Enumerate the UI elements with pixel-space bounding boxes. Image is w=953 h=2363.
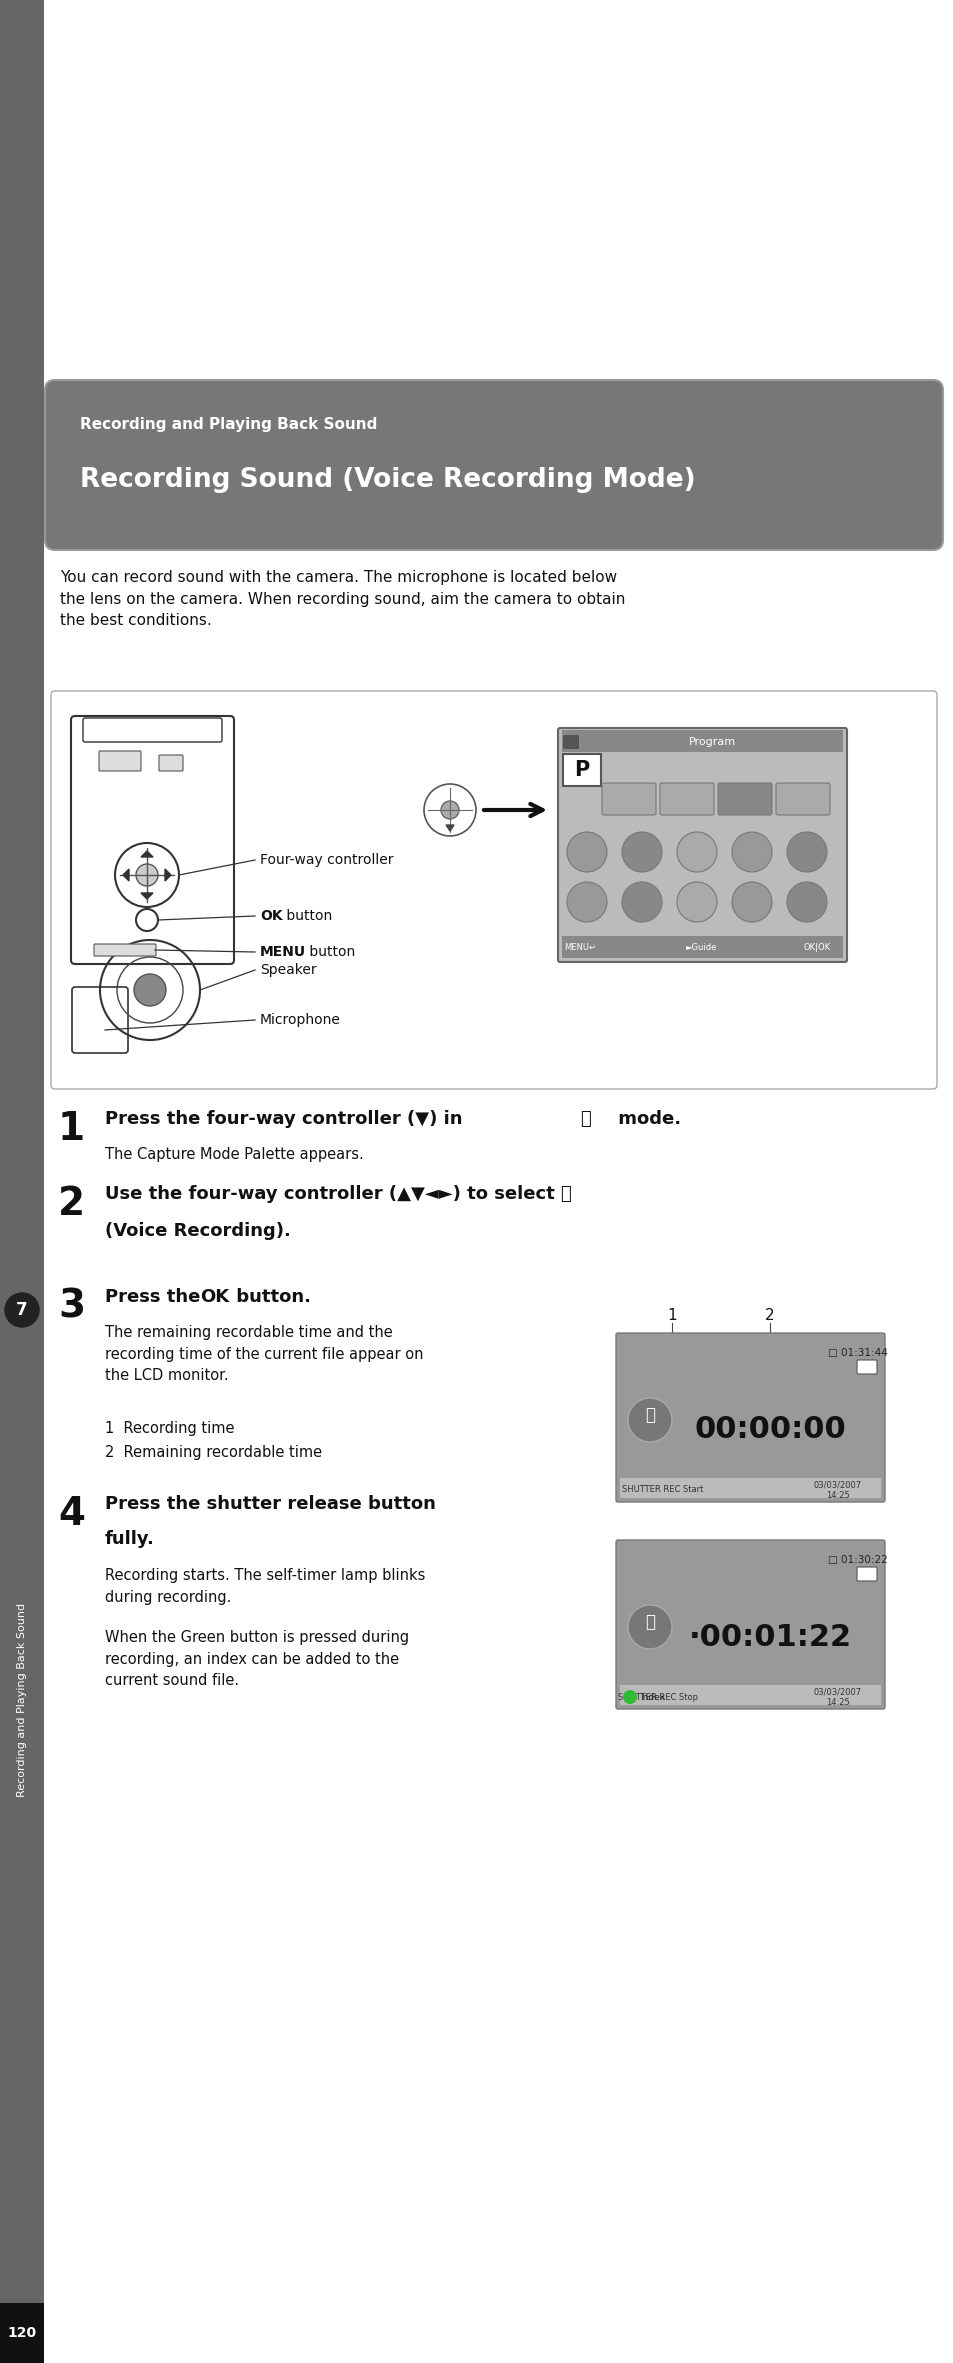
Text: 03/03/2007
14:25: 03/03/2007 14:25: [813, 1479, 862, 1501]
FancyBboxPatch shape: [856, 1567, 876, 1581]
FancyBboxPatch shape: [856, 1361, 876, 1373]
Text: 2  Remaining recordable time: 2 Remaining recordable time: [105, 1446, 322, 1460]
Text: Press the: Press the: [105, 1288, 207, 1307]
Text: You can record sound with the camera. The microphone is located below
the lens o: You can record sound with the camera. Th…: [60, 569, 625, 629]
Text: 1: 1: [666, 1307, 676, 1323]
Circle shape: [133, 974, 166, 1007]
Text: Recording and Playing Back Sound: Recording and Playing Back Sound: [17, 1602, 27, 1798]
FancyBboxPatch shape: [45, 380, 942, 551]
Text: Index: Index: [639, 1692, 665, 1701]
Text: MENU↵: MENU↵: [563, 943, 596, 952]
Circle shape: [136, 910, 158, 931]
Polygon shape: [123, 870, 129, 881]
Text: □ 01:31:44: □ 01:31:44: [827, 1347, 887, 1359]
Text: 🎤: 🎤: [644, 1406, 655, 1425]
Text: 1: 1: [58, 1111, 85, 1148]
Text: OK|OK: OK|OK: [802, 943, 830, 952]
FancyBboxPatch shape: [0, 0, 44, 2363]
FancyBboxPatch shape: [619, 1685, 880, 1706]
FancyBboxPatch shape: [616, 1333, 884, 1503]
Text: ►Guide: ►Guide: [685, 943, 717, 952]
Text: 03/03/2007
14:25: 03/03/2007 14:25: [813, 1687, 862, 1706]
Text: 3: 3: [58, 1288, 85, 1326]
Text: Recording and Playing Back Sound: Recording and Playing Back Sound: [80, 418, 377, 432]
Text: 1  Recording time: 1 Recording time: [105, 1420, 234, 1437]
Text: Speaker: Speaker: [260, 964, 316, 976]
Circle shape: [731, 832, 771, 872]
Circle shape: [731, 881, 771, 922]
FancyBboxPatch shape: [616, 1541, 884, 1708]
Text: 2: 2: [764, 1307, 774, 1323]
Text: 120: 120: [8, 2325, 36, 2339]
Circle shape: [566, 881, 606, 922]
FancyBboxPatch shape: [83, 718, 222, 742]
Text: MENU: MENU: [260, 945, 306, 959]
Circle shape: [566, 832, 606, 872]
FancyBboxPatch shape: [558, 728, 846, 962]
Circle shape: [136, 865, 158, 886]
Text: SHUTTER REC Stop: SHUTTER REC Stop: [618, 1692, 698, 1701]
FancyBboxPatch shape: [159, 756, 183, 770]
Text: Program: Program: [688, 737, 735, 747]
Text: Press the four-way controller (▼) in: Press the four-way controller (▼) in: [105, 1111, 468, 1127]
Text: The remaining recordable time and the
recording time of the current file appear : The remaining recordable time and the re…: [105, 1326, 423, 1382]
Text: 🎤: 🎤: [644, 1614, 655, 1630]
Text: mode.: mode.: [612, 1111, 680, 1127]
Polygon shape: [141, 851, 152, 858]
Text: 2: 2: [58, 1184, 85, 1224]
FancyBboxPatch shape: [71, 988, 128, 1054]
Polygon shape: [141, 893, 152, 898]
Text: OK: OK: [260, 910, 282, 924]
FancyBboxPatch shape: [775, 782, 829, 815]
Text: Use the four-way controller (▲▼◄►) to select 🎤: Use the four-way controller (▲▼◄►) to se…: [105, 1184, 571, 1203]
FancyBboxPatch shape: [51, 690, 936, 1089]
Circle shape: [677, 881, 717, 922]
Circle shape: [627, 1604, 671, 1649]
FancyBboxPatch shape: [99, 751, 141, 770]
Text: (Voice Recording).: (Voice Recording).: [105, 1222, 291, 1241]
Text: button: button: [282, 910, 332, 924]
Text: ·00:01:22: ·00:01:22: [688, 1623, 851, 1652]
Circle shape: [622, 1690, 637, 1704]
Text: OK: OK: [200, 1288, 229, 1307]
FancyBboxPatch shape: [718, 782, 771, 815]
Text: Press the shutter release button: Press the shutter release button: [105, 1496, 436, 1512]
FancyBboxPatch shape: [601, 782, 656, 815]
Text: Recording starts. The self-timer lamp blinks
during recording.: Recording starts. The self-timer lamp bl…: [105, 1569, 425, 1604]
Polygon shape: [165, 870, 171, 881]
Circle shape: [621, 832, 661, 872]
FancyBboxPatch shape: [0, 2304, 44, 2363]
Text: 📷: 📷: [579, 1111, 590, 1127]
Circle shape: [786, 832, 826, 872]
Text: The Capture Mode Palette appears.: The Capture Mode Palette appears.: [105, 1146, 363, 1163]
Circle shape: [786, 881, 826, 922]
Text: 00:00:00: 00:00:00: [694, 1415, 845, 1444]
Text: 7: 7: [16, 1302, 28, 1319]
Text: button.: button.: [230, 1288, 311, 1307]
FancyBboxPatch shape: [561, 936, 842, 957]
Text: Microphone: Microphone: [260, 1014, 340, 1028]
FancyBboxPatch shape: [659, 782, 713, 815]
Text: P: P: [574, 761, 589, 780]
FancyBboxPatch shape: [561, 730, 842, 751]
Text: When the Green button is pressed during
recording, an index can be added to the
: When the Green button is pressed during …: [105, 1630, 409, 1687]
Polygon shape: [446, 825, 454, 832]
FancyBboxPatch shape: [94, 943, 156, 957]
Text: fully.: fully.: [105, 1529, 154, 1548]
Text: 4: 4: [58, 1496, 85, 1534]
Circle shape: [5, 1293, 39, 1328]
FancyBboxPatch shape: [619, 1477, 880, 1498]
FancyBboxPatch shape: [562, 735, 578, 749]
Circle shape: [621, 881, 661, 922]
Text: SHUTTER REC Start: SHUTTER REC Start: [621, 1486, 703, 1493]
Circle shape: [677, 832, 717, 872]
Text: button: button: [305, 945, 355, 959]
Text: □ 01:30:22: □ 01:30:22: [827, 1555, 887, 1564]
FancyBboxPatch shape: [562, 754, 600, 787]
Text: Recording Sound (Voice Recording Mode): Recording Sound (Voice Recording Mode): [80, 468, 695, 494]
Text: Four-way controller: Four-way controller: [260, 853, 393, 867]
Circle shape: [627, 1399, 671, 1441]
FancyBboxPatch shape: [71, 716, 233, 964]
Circle shape: [440, 801, 458, 820]
